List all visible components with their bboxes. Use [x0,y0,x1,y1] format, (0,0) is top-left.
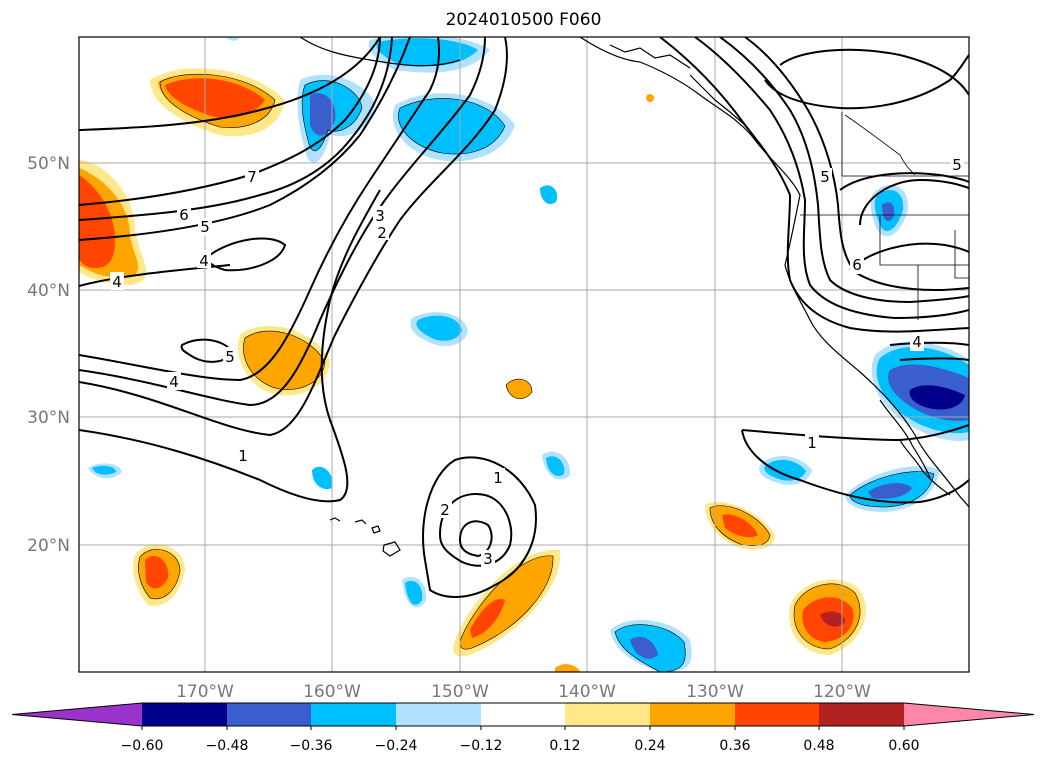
colorbar [11,702,1035,730]
contour-label: 4 [112,273,122,291]
lat-label: 30°N [27,408,70,428]
coastlines [299,37,969,557]
contour-label: 5 [952,156,962,174]
colorbar-label: −0.60 [121,738,164,754]
contour-label: 6 [179,206,189,224]
colorbar-segment [481,703,565,726]
lon-label: 120°W [813,682,871,702]
contour-label: 3 [483,550,493,568]
contour-label: 2 [440,501,450,519]
colorbar-label: −0.12 [460,738,503,754]
colorbar-segment [227,703,311,726]
longitude-labels: 170°W 160°W 150°W 140°W 130°W 120°W [176,682,871,702]
lat-label: 20°N [27,536,70,556]
colorbar-segment [565,703,650,726]
colorbar-labels: −0.60 −0.48 −0.36 −0.24 −0.12 0.12 0.24 … [121,738,920,754]
colorbar-segment [142,703,227,726]
lon-label: 130°W [686,682,744,702]
colorbar-label: 0.48 [803,738,834,754]
colorbar-extend-low [12,703,142,726]
map-title: 2024010500 F060 [445,10,602,30]
latitude-labels: 50°N 40°N 30°N 20°N [27,154,70,556]
colorbar-label: 0.36 [719,738,750,754]
lat-label: 40°N [27,281,70,301]
contour-label: 4 [912,333,922,351]
map-frame [78,36,970,673]
contour-label: 3 [375,207,385,225]
contour-label: 2 [377,224,387,242]
colorbar-label: −0.24 [375,738,418,754]
colorbar-segment [396,703,481,726]
contour-label: 7 [247,168,257,186]
contour-label: 1 [807,434,817,452]
contour-lines [79,37,969,598]
contour-label: 5 [225,348,235,366]
colorbar-segment [735,703,819,726]
contour-label: 1 [493,469,503,487]
colorbar-label: 0.60 [888,738,919,754]
contour-labels: 7 6 5 4 4 5 4 1 3 2 1 2 3 1 [110,155,964,568]
contour-label: 5 [820,168,830,186]
colorbar-label: −0.36 [290,738,333,754]
lon-label: 140°W [558,682,616,702]
contour-label: 5 [200,218,210,236]
colorbar-label: 0.12 [549,738,580,754]
contour-label: 6 [852,256,862,274]
map-plot-area: 7 6 5 4 4 5 4 1 3 2 1 2 3 1 [79,37,969,672]
lon-label: 150°W [431,682,489,702]
shaded-field [79,37,969,672]
lon-label: 170°W [176,682,234,702]
contour-label: 4 [199,252,209,270]
colorbar-segment [650,703,735,726]
colorbar-label: −0.48 [206,738,249,754]
lat-label: 50°N [27,154,70,174]
colorbar-extend-high [904,703,1034,726]
contour-label: 1 [238,447,248,465]
colorbar-segment [311,703,396,726]
colorbar-label: 0.24 [634,738,665,754]
contour-label: 4 [169,373,179,391]
colorbar-segment [819,703,904,726]
lon-label: 160°W [303,682,361,702]
